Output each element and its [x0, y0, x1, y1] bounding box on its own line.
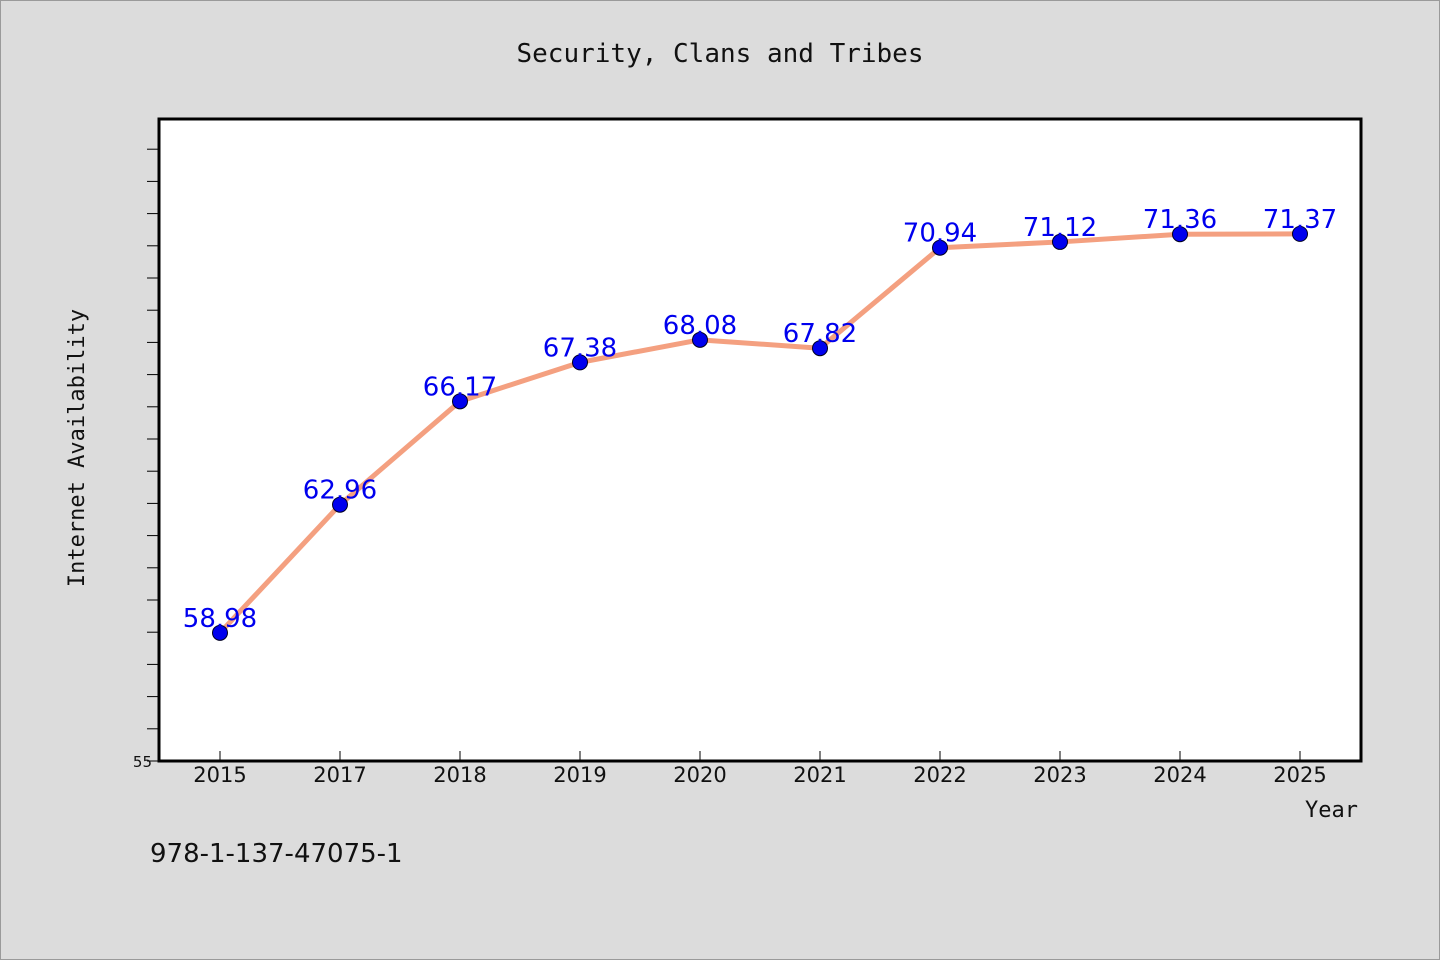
- x-tick-label: 2024: [1153, 763, 1206, 787]
- data-label: 58.98: [183, 604, 257, 634]
- data-label: 66.17: [423, 372, 497, 402]
- series-layer: 58.98 62.96 66.17 67.38 68.08 67.82 70.94 71.12…: [183, 205, 1337, 641]
- x-axis-ticks: [219, 751, 1301, 761]
- data-label: 70.94: [903, 219, 977, 249]
- data-point: [1292, 225, 1308, 242]
- data-point: [332, 496, 348, 513]
- x-tick-label: 2023: [1033, 763, 1086, 787]
- x-tick-label: 2017: [313, 763, 366, 787]
- y-axis-ticks: [147, 148, 159, 762]
- data-point: [212, 624, 228, 641]
- data-label: 71.36: [1143, 205, 1217, 235]
- x-tick-label: 2025: [1273, 763, 1326, 787]
- data-label: 67.82: [783, 319, 857, 349]
- data-label: 71.37: [1263, 205, 1337, 235]
- data-label: 67.38: [543, 333, 617, 363]
- x-tick-label: 2015: [193, 763, 246, 787]
- plot-area: [157, 117, 1363, 763]
- data-label: 62.96: [303, 476, 377, 506]
- x-axis-label: Year: [1305, 798, 1358, 823]
- data-label: 68.08: [663, 311, 737, 341]
- y-tick-label-55: 55: [133, 753, 152, 771]
- data-label: 71.12: [1023, 213, 1097, 243]
- x-tick-label: 2021: [793, 763, 846, 787]
- data-point: [572, 354, 588, 371]
- data-point: [452, 393, 468, 410]
- x-tick-label: 2020: [673, 763, 726, 787]
- data-point: [932, 239, 948, 256]
- isbn-footnote: 978-1-137-47075-1: [150, 839, 403, 869]
- x-tick-label: 2019: [553, 763, 606, 787]
- data-point: [1172, 226, 1188, 243]
- data-point: [1052, 233, 1068, 250]
- x-axis-tick-labels: 2015 2017 2018 2019 2020 2021 2022 2023 2024 2025: [193, 763, 1326, 787]
- x-tick-label: 2018: [433, 763, 486, 787]
- data-point: [812, 340, 828, 357]
- x-tick-label: 2022: [913, 763, 966, 787]
- chart-title: Security, Clans and Tribes: [517, 39, 924, 69]
- data-point: [692, 331, 708, 348]
- y-axis-label: Internet Availability: [65, 309, 90, 587]
- series-line: [217, 231, 1303, 636]
